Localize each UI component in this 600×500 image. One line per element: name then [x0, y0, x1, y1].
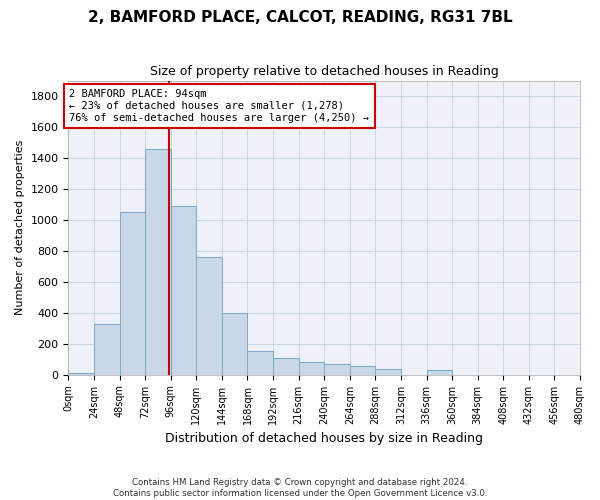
Bar [376, 368, 401, 374]
Text: 2 BAMFORD PLACE: 94sqm
← 23% of detached houses are smaller (1,278)
76% of semi-: 2 BAMFORD PLACE: 94sqm ← 23% of detached… [70, 90, 370, 122]
Text: 2, BAMFORD PLACE, CALCOT, READING, RG31 7BL: 2, BAMFORD PLACE, CALCOT, READING, RG31 … [88, 10, 512, 25]
Bar [324, 364, 350, 374]
Bar [145, 148, 171, 374]
Text: Contains HM Land Registry data © Crown copyright and database right 2024.
Contai: Contains HM Land Registry data © Crown c… [113, 478, 487, 498]
Title: Size of property relative to detached houses in Reading: Size of property relative to detached ho… [150, 65, 499, 78]
Bar [94, 324, 119, 374]
Bar [171, 206, 196, 374]
Bar [222, 313, 247, 374]
Y-axis label: Number of detached properties: Number of detached properties [15, 140, 25, 316]
Bar [273, 358, 299, 374]
Bar [119, 212, 145, 374]
Bar [196, 257, 222, 374]
Bar [427, 370, 452, 374]
Bar [299, 362, 324, 374]
Bar [247, 352, 273, 374]
Bar [68, 373, 94, 374]
X-axis label: Distribution of detached houses by size in Reading: Distribution of detached houses by size … [165, 432, 483, 445]
Bar [350, 366, 376, 374]
